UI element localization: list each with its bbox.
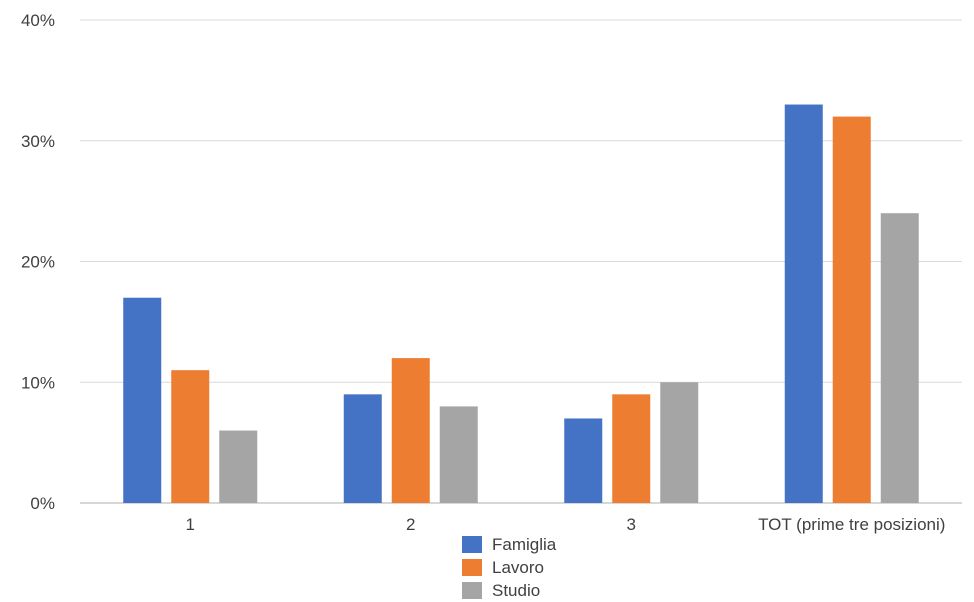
legend-swatch [462, 536, 482, 553]
bar-studio-0 [219, 430, 258, 503]
bar-famiglia-1 [343, 394, 382, 503]
x-tick-label: 1 [186, 515, 195, 534]
y-tick-label: 0% [30, 494, 55, 513]
bar-studio-2 [660, 382, 699, 503]
legend: Famiglia Lavoro Studio [462, 533, 556, 602]
x-tick-label: 3 [627, 515, 636, 534]
bar-lavoro-0 [171, 370, 210, 503]
y-tick-label: 10% [21, 373, 55, 392]
legend-swatch [462, 582, 482, 599]
x-tick-label: TOT (prime tre posizioni) [758, 515, 945, 534]
bar-studio-1 [439, 406, 478, 503]
legend-swatch [462, 559, 482, 576]
legend-item-studio: Studio [462, 579, 556, 602]
bar-lavoro-3 [832, 116, 871, 503]
bar-lavoro-2 [612, 394, 651, 503]
bar-lavoro-1 [391, 358, 430, 503]
bar-studio-3 [880, 213, 919, 503]
bar-famiglia-3 [784, 104, 823, 504]
y-tick-label: 40% [21, 11, 55, 30]
legend-label: Lavoro [492, 557, 544, 577]
y-tick-label: 30% [21, 132, 55, 151]
y-tick-label: 20% [21, 253, 55, 272]
bar-famiglia-2 [564, 418, 603, 503]
legend-label: Studio [492, 580, 541, 600]
bar-famiglia-0 [123, 297, 162, 503]
legend-item-lavoro: Lavoro [462, 556, 556, 579]
legend-item-famiglia: Famiglia [462, 533, 556, 556]
x-tick-label: 2 [406, 515, 415, 534]
legend-label: Famiglia [492, 534, 557, 554]
